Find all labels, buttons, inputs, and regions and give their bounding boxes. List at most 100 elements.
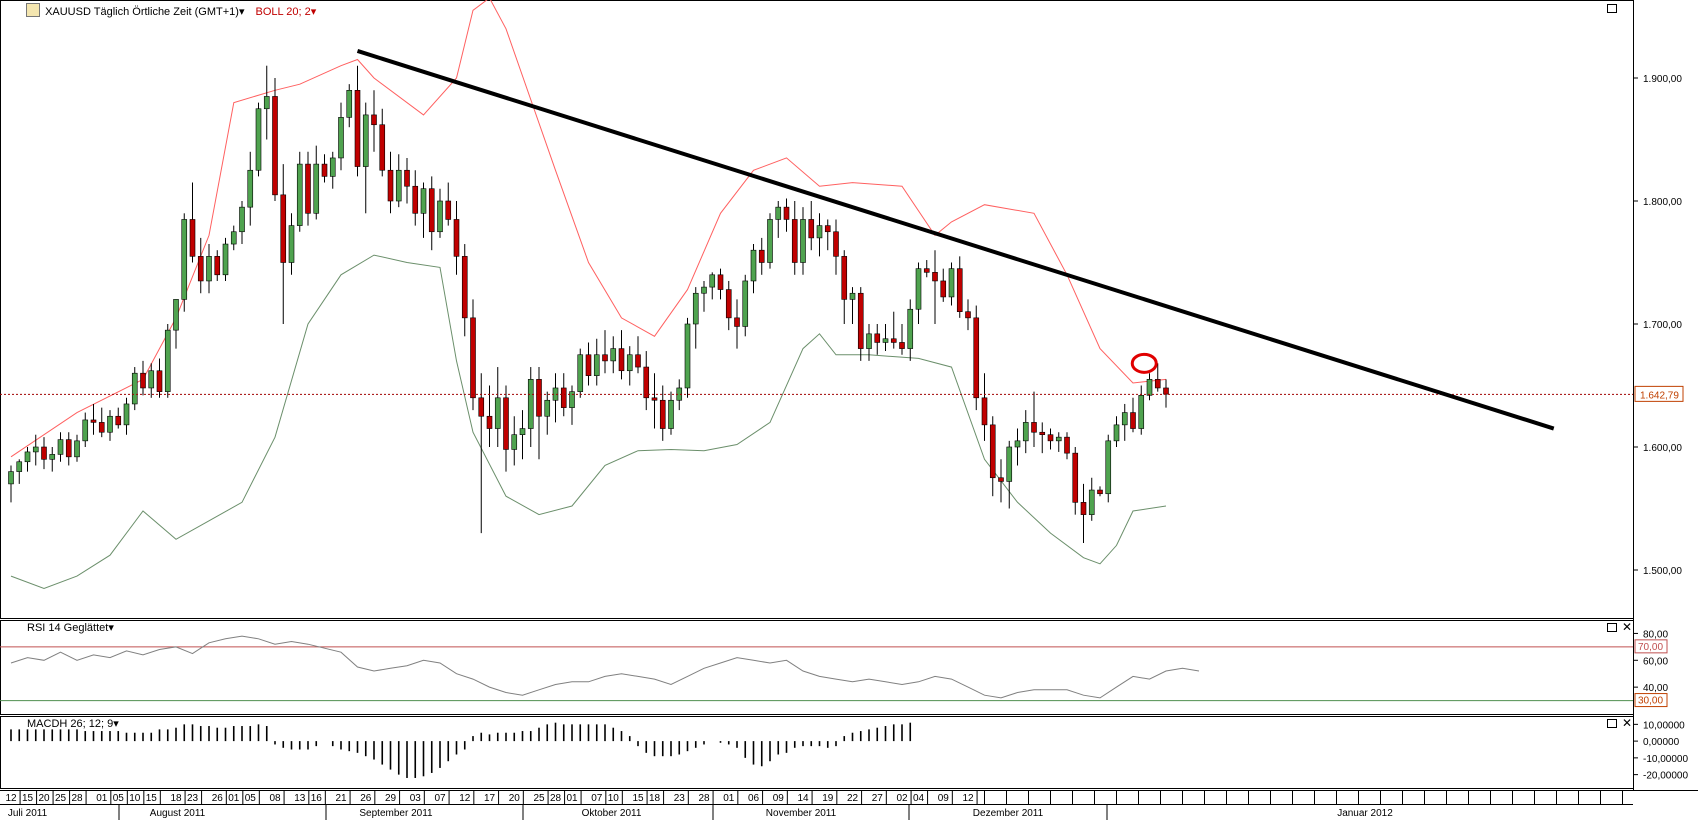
candle-body: [833, 231, 839, 257]
day-tick-label: 03: [410, 793, 422, 804]
candle-body: [131, 372, 138, 405]
candle-bullish: [32, 434, 39, 466]
rsi-level-label: 30,00: [1638, 696, 1663, 707]
macd-label[interactable]: MACDH 26; 12; 9: [27, 718, 114, 730]
candle-body: [74, 440, 80, 458]
maximize-icon[interactable]: [1607, 4, 1617, 13]
candle-bearish: [1064, 432, 1070, 460]
month-label: September 2011: [359, 808, 433, 819]
close-icon[interactable]: ✕: [1622, 716, 1633, 730]
rsi-tick-label: 60,00: [1643, 656, 1668, 667]
candle-body: [82, 419, 89, 442]
candle-bearish: [305, 151, 311, 226]
resistance-trendline: [356, 49, 1555, 431]
day-tick-label: 23: [674, 793, 686, 804]
candle-body: [41, 446, 47, 460]
candle-bearish: [989, 416, 996, 497]
dropdown-arrow-icon[interactable]: ▾: [310, 6, 317, 18]
candle-body: [313, 163, 320, 214]
candle-body: [49, 454, 56, 460]
candle-body: [272, 96, 278, 196]
candle-body: [503, 397, 509, 450]
candle-bearish: [214, 250, 221, 281]
candle-bullish: [338, 102, 344, 171]
maximize-icon[interactable]: [1607, 623, 1617, 632]
candle-body: [585, 354, 592, 376]
candle-body: [453, 219, 460, 257]
candle-bullish: [527, 367, 534, 447]
candle-body: [866, 333, 872, 349]
candle-body: [57, 439, 64, 455]
month-label: Juli 2011: [8, 808, 48, 819]
close-icon[interactable]: ✕: [1622, 620, 1633, 634]
day-tick-label: 05: [245, 793, 257, 804]
candle-bearish: [659, 385, 666, 441]
candle-bullish: [82, 412, 89, 447]
candle-body: [593, 354, 600, 376]
candle-bearish: [1031, 391, 1037, 447]
day-tick-label: 17: [484, 793, 496, 804]
day-tick-label: 26: [360, 793, 372, 804]
indicator-label[interactable]: BOLL 20; 2: [255, 6, 311, 18]
dropdown-arrow-icon[interactable]: ▾: [108, 622, 114, 634]
candle-body: [956, 268, 963, 312]
candle-bearish: [899, 324, 905, 355]
candle-bullish: [288, 213, 295, 275]
candle-bullish: [866, 324, 872, 361]
candle-bearish: [90, 403, 97, 435]
candle-bearish: [808, 201, 815, 251]
candle-body: [725, 289, 732, 319]
candle-bullish: [49, 447, 56, 472]
month-label: November 2011: [766, 808, 837, 819]
candle-body: [857, 292, 864, 349]
candle-bearish: [725, 280, 732, 331]
candle-body: [1072, 452, 1079, 503]
candle-bullish: [362, 102, 369, 214]
rsi-panel: 80,00 60,00 40,00 70,00 30,00: [0, 629, 1668, 708]
maximize-icon[interactable]: [1607, 719, 1617, 728]
candle-body: [338, 117, 344, 159]
candle-body: [263, 96, 270, 110]
macd-tick-label: 10,00000: [1643, 720, 1685, 731]
rsi-label[interactable]: RSI 14 Geglättet: [27, 622, 109, 634]
candle-body: [1014, 440, 1021, 448]
dropdown-arrow-icon[interactable]: ▾: [113, 718, 119, 730]
candle-bearish: [115, 407, 122, 429]
month-label: Januar 2012: [1337, 808, 1393, 819]
candle-bearish: [387, 151, 394, 214]
chart-header[interactable]: XAUUSD Täglich Örtliche Zeit (GMT+1)▾ BO…: [26, 3, 316, 18]
rsi-tick-label: 40,00: [1643, 683, 1668, 694]
price-tag-value: 1.642,79: [1640, 390, 1679, 401]
candle-bullish: [742, 274, 749, 337]
lower-band-line: [10, 254, 1167, 590]
day-tick-label: 18: [649, 793, 661, 804]
candle-body: [890, 338, 897, 343]
candle-bullish: [1138, 385, 1145, 435]
candle-bullish: [800, 207, 806, 275]
macd-header[interactable]: MACDH 26; 12; 9▾: [27, 717, 119, 730]
dropdown-arrow-icon[interactable]: ▾: [238, 6, 245, 18]
day-tick-label: 21: [335, 793, 347, 804]
symbol-label[interactable]: XAUUSD Täglich Örtliche Zeit (GMT+1): [45, 6, 239, 18]
day-tick-label: 15: [22, 793, 34, 804]
candle-bullish: [164, 324, 171, 398]
candle-bearish: [998, 459, 1004, 503]
candle-bullish: [1006, 440, 1013, 509]
candle-bearish: [478, 373, 485, 534]
candle-body: [965, 311, 971, 319]
candle-bullish: [519, 410, 526, 460]
day-tick-label: 01: [723, 793, 735, 804]
candle-bullish: [131, 367, 138, 411]
candle-bullish: [610, 336, 617, 374]
day-tick-label: 23: [187, 793, 199, 804]
bollinger-bands: [10, 0, 1167, 590]
candle-bullish: [948, 262, 955, 306]
candle-bullish: [313, 145, 320, 220]
candle-body: [800, 219, 806, 263]
month-label: August 2011: [150, 808, 206, 819]
rsi-header[interactable]: RSI 14 Geglättet▾: [27, 621, 114, 634]
candle-body: [156, 370, 163, 392]
candle-bullish: [668, 391, 674, 435]
price-tick-label: 1.500,00: [1643, 566, 1682, 577]
candle-bearish: [1039, 422, 1046, 454]
